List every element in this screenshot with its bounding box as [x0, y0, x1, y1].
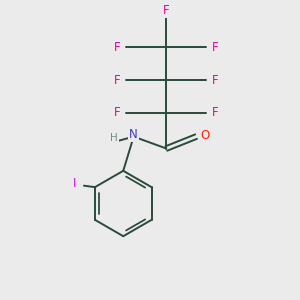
Text: F: F — [212, 106, 219, 119]
Text: F: F — [114, 41, 121, 54]
Text: F: F — [163, 4, 170, 17]
Text: F: F — [114, 74, 121, 87]
Text: F: F — [114, 106, 121, 119]
Text: F: F — [212, 41, 219, 54]
Text: H: H — [110, 133, 118, 142]
Text: O: O — [200, 129, 210, 142]
Text: F: F — [212, 74, 219, 87]
Text: I: I — [73, 177, 77, 190]
Text: N: N — [129, 128, 138, 141]
